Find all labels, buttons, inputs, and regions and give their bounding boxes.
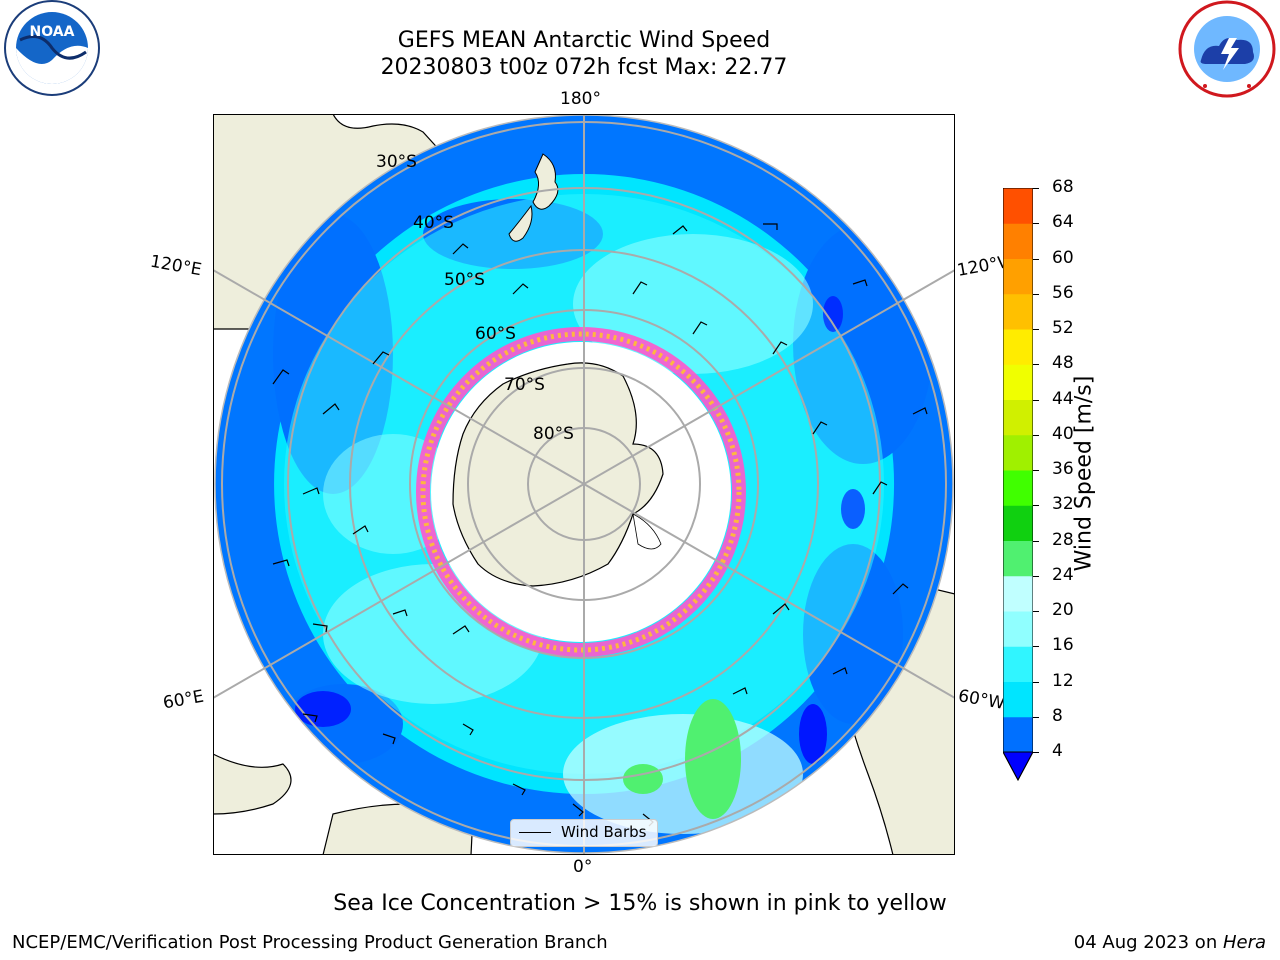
footer-date: 04 Aug 2023 on Hera bbox=[1074, 932, 1266, 953]
colorbar-tick-mark bbox=[1033, 540, 1039, 542]
colorbar-tick-mark bbox=[1033, 223, 1039, 225]
lat-label-70s: 70°S bbox=[504, 375, 545, 395]
map-frame bbox=[213, 114, 955, 855]
colorbar-tick-label: 32 bbox=[1052, 494, 1074, 515]
colorbar-label: Wind Speed [m/s] bbox=[1071, 375, 1097, 572]
colorbar-tick-mark bbox=[1033, 364, 1039, 366]
colorbar-segment bbox=[1003, 399, 1033, 436]
noaa-logo: NOAA bbox=[0, 0, 108, 100]
polar-wind-map bbox=[212, 113, 956, 856]
colorbar-tick-mark bbox=[1033, 716, 1039, 718]
colorbar-tick-label: 28 bbox=[1052, 529, 1074, 550]
colorbar-tick-mark bbox=[1033, 329, 1039, 330]
colorbar-segment bbox=[1003, 223, 1033, 259]
lon-label-180: 180° bbox=[560, 89, 601, 109]
wind-barb-legend-label: Wind Barbs bbox=[561, 823, 647, 841]
colorbar-svg bbox=[1002, 187, 1034, 782]
lon-label-60e: 60°E bbox=[161, 686, 206, 714]
colorbar-tick-mark bbox=[1033, 258, 1039, 260]
colorbar-segment bbox=[1003, 646, 1033, 682]
wind-barbs bbox=[272, 223, 928, 827]
map-title: GEFS MEAN Antarctic Wind Speed bbox=[397, 28, 771, 53]
map-legend: Wind Barbs bbox=[510, 819, 658, 847]
colorbar-segment bbox=[1003, 575, 1033, 612]
colorbar-tick-label: 12 bbox=[1052, 670, 1074, 691]
nws-logo bbox=[1175, 0, 1280, 100]
colorbar bbox=[1002, 187, 1034, 782]
colorbar-tick-mark bbox=[1033, 611, 1039, 612]
colorbar-tick-label: 20 bbox=[1052, 600, 1074, 620]
sea-ice-note: Sea Ice Concentration > 15% is shown in … bbox=[333, 891, 947, 916]
lat-label-60s: 60°S bbox=[475, 324, 516, 344]
graticule bbox=[212, 114, 956, 855]
colorbar-tick-mark bbox=[1033, 434, 1039, 436]
colorbar-tick-label: 36 bbox=[1052, 459, 1074, 479]
colorbar-tick-label: 16 bbox=[1052, 635, 1074, 656]
colorbar-segment bbox=[1003, 329, 1033, 365]
colorbar-tick-label: 8 bbox=[1052, 705, 1063, 726]
colorbar-tick-label: 48 bbox=[1052, 353, 1074, 374]
colorbar-tick-mark bbox=[1033, 399, 1039, 401]
colorbar-tick-label: 56 bbox=[1052, 282, 1074, 303]
lon-label-0: 0° bbox=[573, 857, 593, 877]
africa-landmass bbox=[212, 753, 292, 815]
colorbar-tick-mark bbox=[1033, 575, 1039, 577]
colorbar-ticks: 4 8 12 16 20 24 28 32 36 40 44 48 52 56 60 64 68 bbox=[1033, 177, 1096, 780]
colorbar-segment bbox=[1003, 540, 1033, 577]
colorbar-tick-mark bbox=[1033, 505, 1039, 507]
colorbar-tick-label: 52 bbox=[1052, 318, 1074, 338]
lon-label-60w: 60°W bbox=[956, 686, 1007, 714]
map-subtitle: 20230803 t00z 072h fcst Max: 22.77 bbox=[380, 55, 788, 80]
colorbar-tick-label: 68 bbox=[1052, 177, 1074, 197]
colorbar-tick-label: 24 bbox=[1052, 564, 1074, 585]
colorbar-segment bbox=[1003, 681, 1033, 718]
colorbar-tick-mark bbox=[1033, 470, 1039, 471]
colorbar-tick-label: 44 bbox=[1052, 388, 1074, 409]
colorbar-segment bbox=[1003, 364, 1033, 400]
colorbar-tick-label: 60 bbox=[1052, 247, 1074, 268]
lon-label-120e: 120°E bbox=[148, 251, 204, 281]
lat-label-40s: 40°S bbox=[413, 213, 454, 233]
colorbar-segment bbox=[1003, 505, 1033, 541]
colorbar-segment bbox=[1003, 293, 1033, 330]
colorbar-outline bbox=[1002, 187, 1034, 782]
colorbar-tick-mark bbox=[1033, 752, 1039, 753]
wind-barb-legend-line bbox=[519, 832, 551, 833]
noaa-logo-text: NOAA bbox=[30, 24, 75, 40]
footer-branch: NCEP/EMC/Verification Post Processing Pr… bbox=[12, 932, 608, 953]
lat-label-30s: 30°S bbox=[376, 152, 417, 172]
colorbar-segment bbox=[1003, 188, 1033, 224]
footer-date-text: 04 Aug 2023 on bbox=[1073, 932, 1223, 953]
colorbar-under-triangle bbox=[1002, 751, 1034, 782]
colorbar-segment bbox=[1003, 716, 1033, 753]
footer-host: Hera bbox=[1222, 932, 1266, 953]
colorbar-tick-label: 4 bbox=[1052, 741, 1063, 761]
colorbar-segment bbox=[1003, 611, 1033, 647]
colorbar-segment bbox=[1003, 258, 1033, 295]
colorbar-tick-mark bbox=[1033, 646, 1039, 648]
colorbar-tick-mark bbox=[1033, 681, 1039, 683]
colorbar-tick-mark bbox=[1033, 293, 1039, 295]
colorbar-tick-mark bbox=[1033, 188, 1039, 189]
colorbar-tick-label: 40 bbox=[1052, 423, 1074, 444]
lat-label-50s: 50°S bbox=[444, 270, 485, 290]
colorbar-segment bbox=[1003, 470, 1033, 506]
colorbar-segment bbox=[1003, 434, 1033, 471]
colorbar-tick-label: 64 bbox=[1052, 212, 1074, 233]
lat-label-80s: 80°S bbox=[533, 424, 574, 444]
map-svg bbox=[212, 113, 956, 856]
